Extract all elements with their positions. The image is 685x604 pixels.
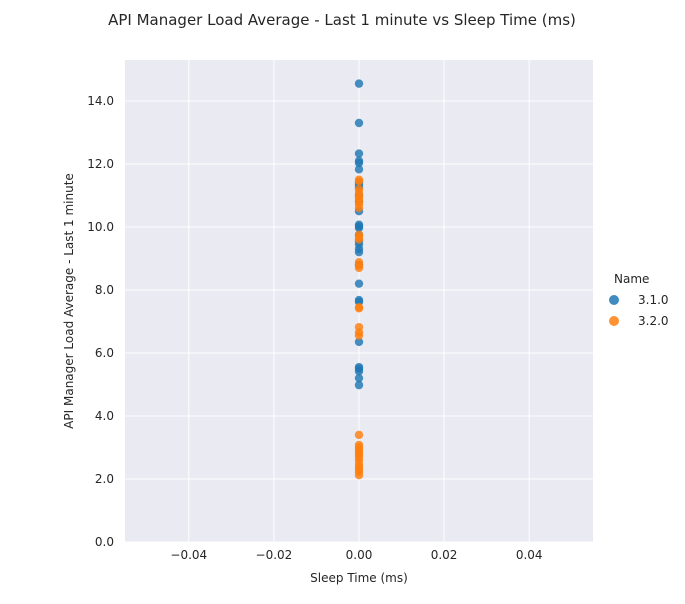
data-point (354, 165, 364, 174)
y-axis-label: API Manager Load Average - Last 1 minute (62, 173, 76, 429)
y-tick-label: 4.0 (95, 409, 114, 423)
data-point (354, 430, 364, 440)
data-point (354, 373, 364, 383)
legend: Name 3.1.0 3.2.0 (609, 272, 669, 328)
y-tick-label: 2.0 (95, 472, 114, 486)
x-tick-label: −0.02 (256, 548, 293, 562)
data-point (354, 367, 364, 376)
x-tick-label: 0.00 (346, 548, 373, 562)
chart-title: API Manager Load Average - Last 1 minute… (108, 11, 576, 29)
y-tick-label: 8.0 (95, 283, 114, 297)
data-point (354, 304, 364, 313)
data-point (354, 149, 364, 158)
data-point (354, 203, 364, 213)
y-tick-label: 0.0 (95, 535, 114, 549)
data-point (354, 471, 364, 480)
data-point (354, 177, 364, 186)
y-tick-label: 14.0 (87, 94, 114, 108)
y-tick-label: 10.0 (87, 220, 114, 234)
data-point (354, 118, 364, 128)
data-point (354, 247, 364, 257)
x-axis-label: Sleep Time (ms) (310, 571, 408, 585)
data-point (354, 223, 364, 233)
x-tick-labels: −0.04 −0.02 0.00 0.02 0.04 (170, 548, 542, 562)
legend-label-3-1-0: 3.1.0 (638, 293, 669, 307)
data-point (354, 79, 364, 88)
legend-label-3-2-0: 3.2.0 (638, 314, 669, 328)
y-tick-labels: 0.0 2.0 4.0 6.0 8.0 10.0 12.0 14.0 (87, 94, 114, 549)
data-point (354, 263, 364, 273)
data-point (354, 331, 364, 340)
legend-title: Name (614, 272, 649, 286)
data-point (354, 279, 364, 288)
data-point (354, 235, 364, 244)
y-tick-label: 12.0 (87, 157, 114, 171)
x-tick-label: 0.04 (516, 548, 543, 562)
y-tick-label: 6.0 (95, 346, 114, 360)
data-point (354, 158, 364, 168)
x-tick-label: 0.02 (431, 548, 458, 562)
data-point (354, 380, 364, 390)
data-points (354, 79, 364, 480)
data-point (354, 337, 364, 347)
x-tick-label: −0.04 (170, 548, 207, 562)
legend-marker-3-1-0 (609, 295, 619, 305)
legend-marker-3-2-0 (609, 316, 619, 326)
